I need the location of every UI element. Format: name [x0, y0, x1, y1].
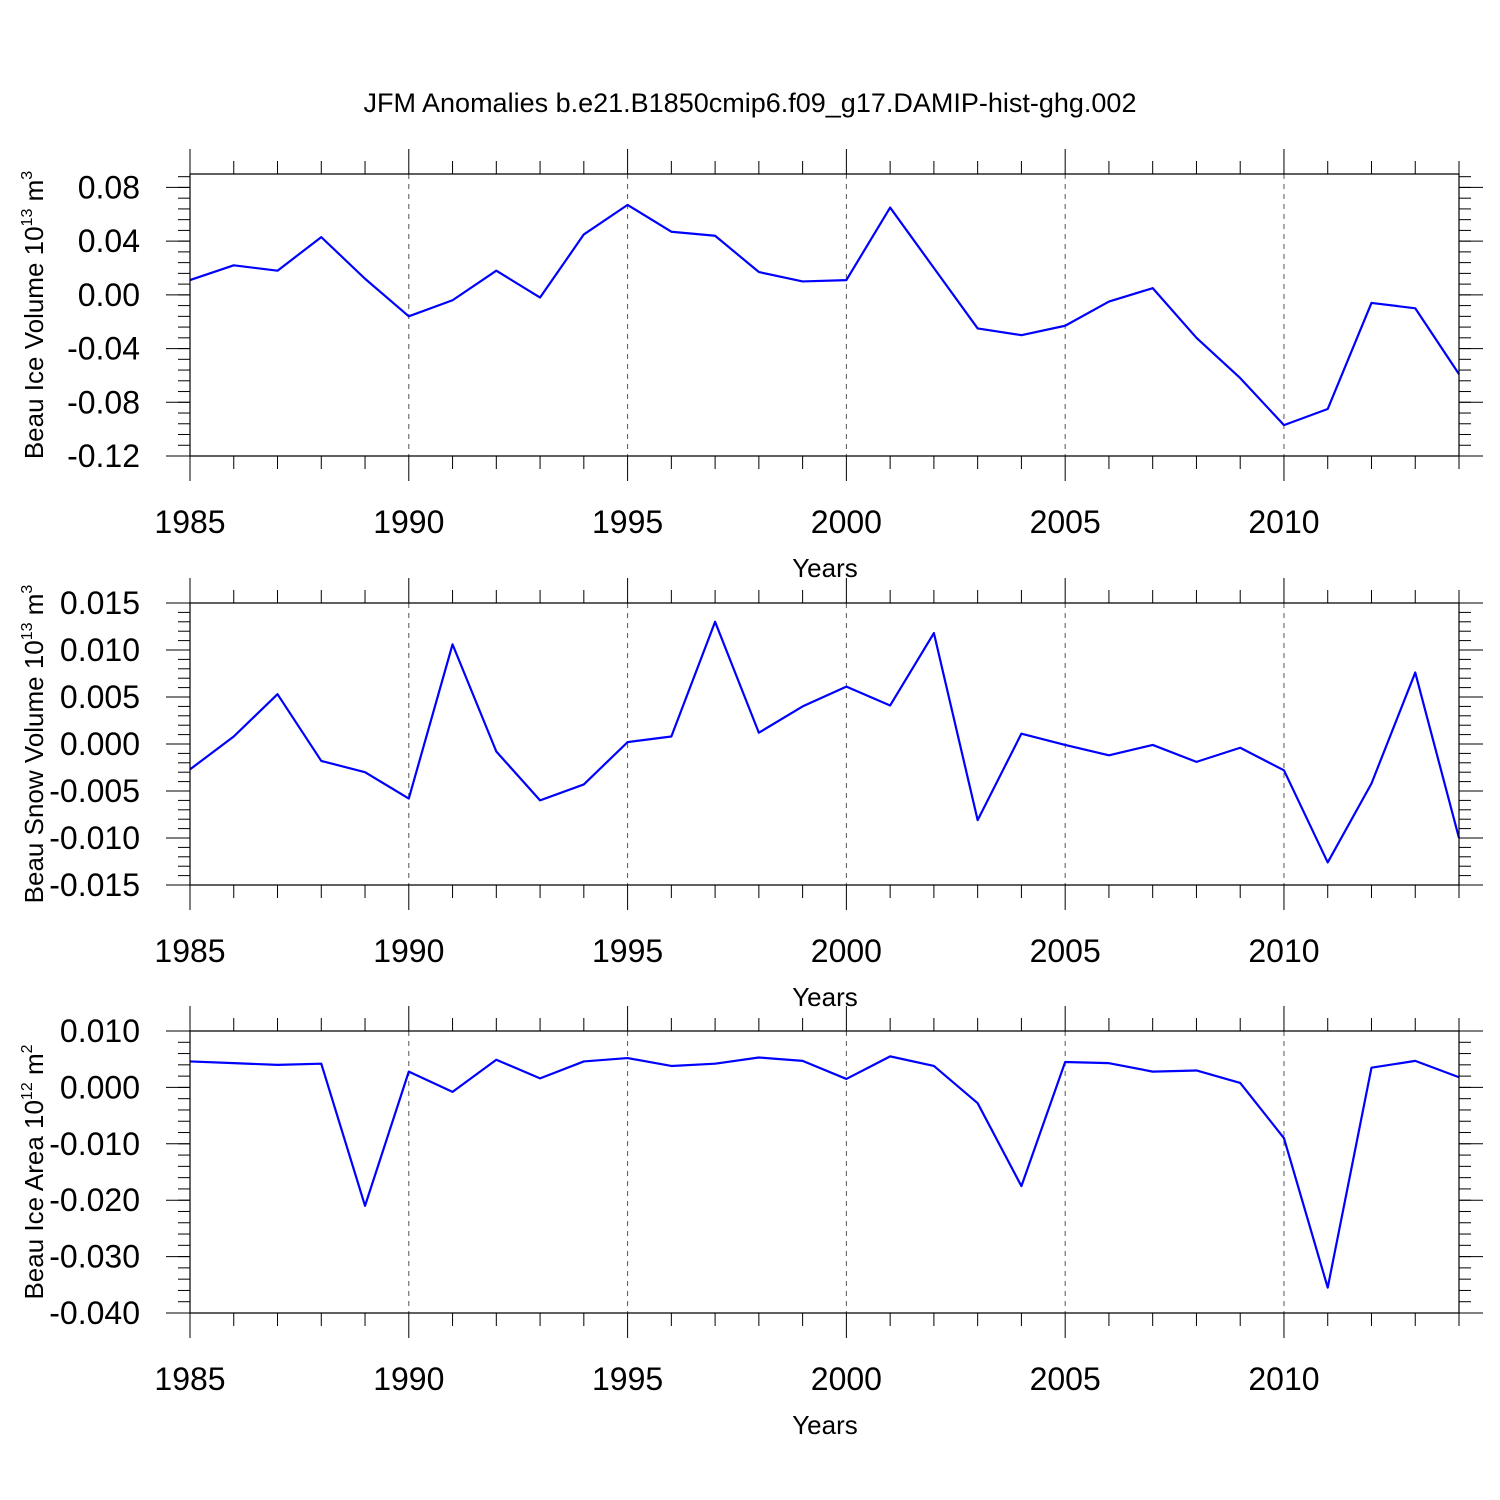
- x-tick-label: 2000: [811, 933, 882, 969]
- x-tick-label: 2010: [1248, 933, 1319, 969]
- x-tick-label: 1995: [592, 504, 663, 540]
- x-tick-label: 1990: [373, 933, 444, 969]
- x-tick-label: 1985: [154, 933, 225, 969]
- y-tick-label: 0.005: [60, 679, 140, 715]
- y-tick-label: -0.020: [49, 1182, 140, 1218]
- x-tick-label: 2005: [1030, 504, 1101, 540]
- x-tick-label: 2005: [1030, 933, 1101, 969]
- y-tick-label: 0.010: [60, 632, 140, 668]
- y-tick-label: -0.04: [67, 331, 140, 367]
- x-axis-label: Years: [792, 1410, 858, 1440]
- y-tick-label: -0.08: [67, 384, 140, 420]
- panel-3: 1985 1990 1995 2000 2005 2010 Years -0.040 -0.03…: [19, 1006, 1483, 1440]
- x-tick-label: 2010: [1248, 504, 1319, 540]
- y-tick-label: -0.010: [49, 820, 140, 856]
- y-tick-label: -0.030: [49, 1239, 140, 1275]
- x-tick-label: 1995: [592, 1361, 663, 1397]
- y-axis-label: Beau Ice Area 1012 m2: [19, 1044, 49, 1299]
- series-line: [189, 1055, 1460, 1289]
- x-tick-label: 2005: [1030, 1361, 1101, 1397]
- y-tick-label: 0.010: [60, 1013, 140, 1049]
- x-tick-label: 1995: [592, 933, 663, 969]
- x-tick-label: 2000: [811, 1361, 882, 1397]
- y-tick-label: 0.015: [60, 585, 140, 621]
- y-axis-label-unit-exponent: 2: [19, 1044, 36, 1053]
- y-axis-label: Beau Snow Volume 1013 m3: [19, 585, 49, 904]
- x-tick-label: 2000: [811, 504, 882, 540]
- y-tick-label: 0.000: [60, 726, 140, 762]
- y-tick-label: -0.12: [67, 438, 140, 474]
- y-axis-label-exponent: 13: [19, 209, 36, 227]
- y-axis-label-unit: m: [19, 180, 49, 209]
- x-tick-label: 1985: [154, 1361, 225, 1397]
- y-tick-label: -0.010: [49, 1126, 140, 1162]
- figure-title: JFM Anomalies b.e21.B1850cmip6.f09_g17.D…: [364, 88, 1137, 118]
- x-tick-label: 1990: [373, 1361, 444, 1397]
- x-tick-label: 1990: [373, 504, 444, 540]
- series-line: [189, 620, 1461, 864]
- panel-1: 1985 1990 1995 2000 2005 2010 Years -0.12 -0.08 -…: [19, 149, 1483, 583]
- series-line: [189, 203, 1460, 427]
- y-tick-label: 0.000: [60, 1069, 140, 1105]
- y-axis-label-unit: m: [19, 594, 49, 623]
- y-axis-label-unit: m: [19, 1053, 49, 1082]
- y-axis-label: Beau Ice Volume 1013 m3: [19, 171, 49, 459]
- y-tick-label: 0.00: [78, 277, 140, 313]
- panels: 1985 1990 1995 2000 2005 2010 Years -0.12 -0.08 -…: [19, 149, 1483, 1440]
- x-axis-label: Years: [792, 982, 858, 1012]
- y-axis-label-text: Beau Snow Volume 10: [19, 640, 49, 903]
- x-axis-label: Years: [792, 553, 858, 583]
- y-tick-label: 0.04: [78, 223, 140, 259]
- y-tick-label: -0.040: [49, 1295, 140, 1331]
- x-tick-label: 1985: [154, 504, 225, 540]
- y-axis-label-exponent: 13: [19, 622, 36, 640]
- x-tick-label: 2010: [1248, 1361, 1319, 1397]
- y-tick-label: -0.005: [49, 773, 140, 809]
- y-axis-label-unit-exponent: 3: [19, 585, 36, 594]
- y-axis-label-exponent: 12: [19, 1082, 36, 1100]
- y-tick-label: -0.015: [49, 867, 140, 903]
- y-axis-label-text: Beau Ice Volume 10: [19, 226, 49, 459]
- y-axis-label-text: Beau Ice Area 10: [19, 1100, 49, 1299]
- panel-2: 1985 1990 1995 2000 2005 2010 Years -0.015 -0.01…: [19, 578, 1483, 1012]
- y-tick-label: 0.08: [78, 169, 140, 205]
- y-axis-label-unit-exponent: 3: [19, 171, 36, 180]
